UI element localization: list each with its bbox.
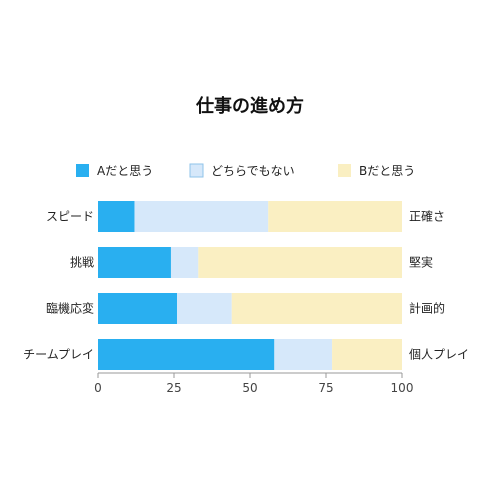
bar-segment [274, 339, 333, 370]
right-category-label: 計画的 [409, 301, 445, 316]
x-tick-label: 50 [242, 381, 257, 395]
legend-swatch [189, 163, 204, 178]
x-tick-label: 100 [391, 381, 414, 395]
legend-label: どちらでもない [211, 164, 295, 178]
category-label: チームプレイ [23, 348, 94, 362]
chart-title: 仕事の進め方 [196, 96, 304, 117]
bar-segment [98, 293, 178, 324]
bar-segment [170, 247, 199, 278]
legend-label: Bだと思う [359, 164, 415, 178]
bar-segment [98, 339, 275, 370]
bar-segment [268, 201, 402, 232]
bar-segment [332, 339, 402, 370]
legend-label: Aだと思う [97, 164, 153, 178]
legend-swatch [338, 164, 351, 177]
legend-swatch [76, 164, 89, 177]
x-tick-label: 25 [166, 381, 181, 395]
category-label: 挑戦 [70, 256, 94, 270]
bar-segment [231, 293, 402, 324]
bar-segment [134, 201, 269, 232]
right-category-label: 堅実 [409, 255, 433, 270]
right-category-label: 正確さ [409, 209, 445, 224]
category-label: スピード [46, 210, 94, 224]
bar-segment [98, 247, 171, 278]
right-category-label: 個人プレイ [409, 348, 469, 362]
bar-segment [198, 247, 402, 278]
category-label: 臨機応変 [46, 301, 94, 316]
x-tick-label: 75 [318, 381, 333, 395]
bar-segment [98, 201, 135, 232]
x-tick-label: 0 [94, 381, 102, 395]
bar-segment [177, 293, 232, 324]
